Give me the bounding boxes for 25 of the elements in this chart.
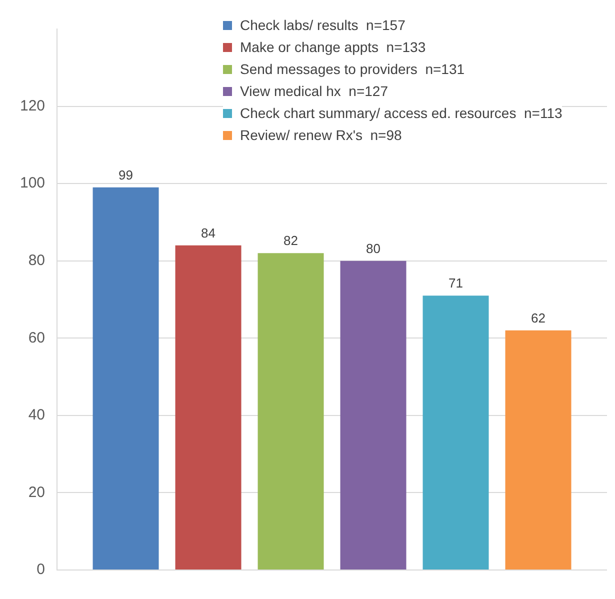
y-tick-label: 40 <box>28 406 46 424</box>
y-tick-label: 120 <box>20 97 46 114</box>
bar <box>258 253 324 570</box>
data-label: 84 <box>201 225 216 240</box>
legend-label: Review/ renew Rx's n=98 <box>240 127 402 143</box>
bar <box>422 296 489 570</box>
data-label: 71 <box>448 276 463 291</box>
data-label: 62 <box>531 310 546 326</box>
bar <box>92 187 159 570</box>
legend-label: Send messages to providers n=131 <box>240 61 465 77</box>
bar <box>175 245 242 570</box>
legend-label: Check chart summary/ access ed. resources n=113 <box>240 105 562 121</box>
y-tick-label: 60 <box>28 329 46 346</box>
legend-label: View medical hx n=127 <box>240 83 388 99</box>
data-label: 80 <box>366 240 380 256</box>
legend-label: Make or change appts n=133 <box>240 39 426 55</box>
y-tick-label: 20 <box>28 484 46 501</box>
bar <box>505 330 572 570</box>
y-tick-label: 100 <box>20 174 46 192</box>
data-label: 99 <box>118 168 134 183</box>
y-tick-label: 80 <box>28 252 46 269</box>
y-tick-label: 0 <box>36 561 46 578</box>
bar <box>340 260 406 570</box>
legend-label: Check labs/ results n=157 <box>240 17 406 33</box>
data-label: 82 <box>284 233 298 248</box>
